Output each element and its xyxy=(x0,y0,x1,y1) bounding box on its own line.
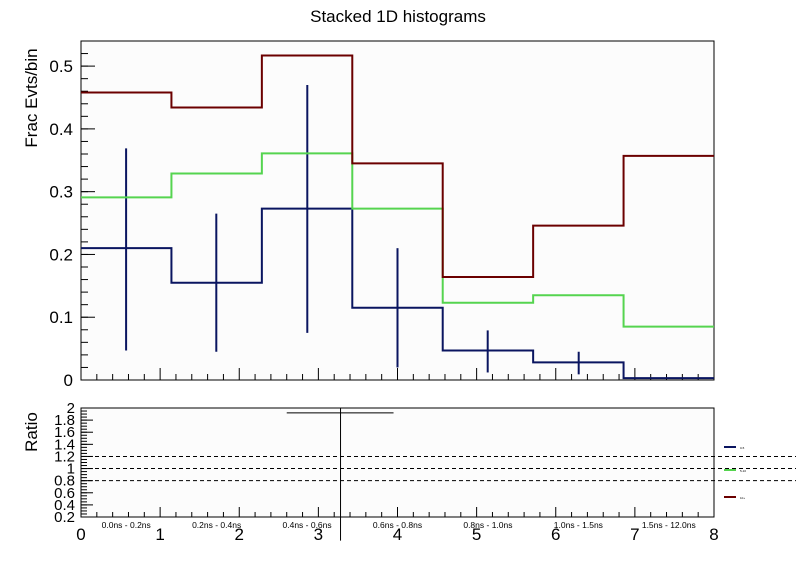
x-tick-label: 3 xyxy=(314,525,323,544)
legend-label: 5-10 xyxy=(740,469,746,473)
bin-label: 1.5ns - 12.0ns xyxy=(642,520,696,530)
y-tick-label: 0.2 xyxy=(49,245,73,264)
legend: 0-5 5-10 10+ xyxy=(724,446,746,500)
ratio-y-tick-label: 0.8 xyxy=(54,473,75,490)
y-tick-label: 0.4 xyxy=(49,120,73,139)
bin-label: 1.0ns - 1.5ns xyxy=(554,520,603,530)
ratio-y-tick-label: 2 xyxy=(67,400,75,417)
ratio-y-tick-label: 0.6 xyxy=(54,485,75,502)
bin-label: 0.6ns - 0.8ns xyxy=(373,520,422,530)
x-tick-label: 0 xyxy=(76,525,85,544)
y-axis-label: Frac Evts/bin xyxy=(22,48,41,147)
legend-label: 10+ xyxy=(740,496,745,500)
legend-label: 0-5 xyxy=(740,446,745,450)
x-tick-label: 4 xyxy=(393,525,402,544)
bin-label: 0.8ns - 1.0ns xyxy=(463,520,512,530)
chart-title: Stacked 1D histograms xyxy=(310,7,486,26)
x-tick-label: 1 xyxy=(155,525,164,544)
y-tick-label: 0.1 xyxy=(49,308,73,327)
bin-label: 0.2ns - 0.4ns xyxy=(192,520,241,530)
ratio-y-tick-label: 1.2 xyxy=(54,448,75,465)
ratio-y-tick-label: 1.4 xyxy=(54,436,75,453)
y-tick-label: 0.3 xyxy=(49,183,73,202)
bin-label: 0.0ns - 0.2ns xyxy=(102,520,151,530)
bin-label: 0.4ns - 0.6ns xyxy=(283,520,332,530)
x-tick-label: 5 xyxy=(472,525,481,544)
y-tick-label: 0.5 xyxy=(49,57,73,76)
top-panel: 0 0.1 0.2 0.3 0.4 0.5 Frac Evts/bin xyxy=(22,40,715,390)
ratio-y-tick-label: 0.2 xyxy=(54,509,75,526)
ratio-y-tick-label: 1.6 xyxy=(54,424,75,441)
ratio-y-tick-label: 1 xyxy=(67,461,75,478)
x-tick-label: 2 xyxy=(235,525,244,544)
ratio-y-tick-label: 0.4 xyxy=(54,497,75,514)
series-line-1 xyxy=(81,152,714,328)
y-tick-label: 0 xyxy=(64,371,73,390)
x-tick-label: 8 xyxy=(709,525,718,544)
series-line-2 xyxy=(81,54,714,279)
x-tick-label: 7 xyxy=(630,525,639,544)
x-axis: 0.0ns - 0.2ns 0.2ns - 0.4ns 0.4ns - 0.6ns 0… xyxy=(76,520,718,544)
ratio-y-tick-label: 1.8 xyxy=(54,412,75,429)
ratio-axis-label: Ratio xyxy=(22,412,41,452)
ratio-plot-frame xyxy=(80,407,715,518)
x-tick-label: 6 xyxy=(551,525,560,544)
